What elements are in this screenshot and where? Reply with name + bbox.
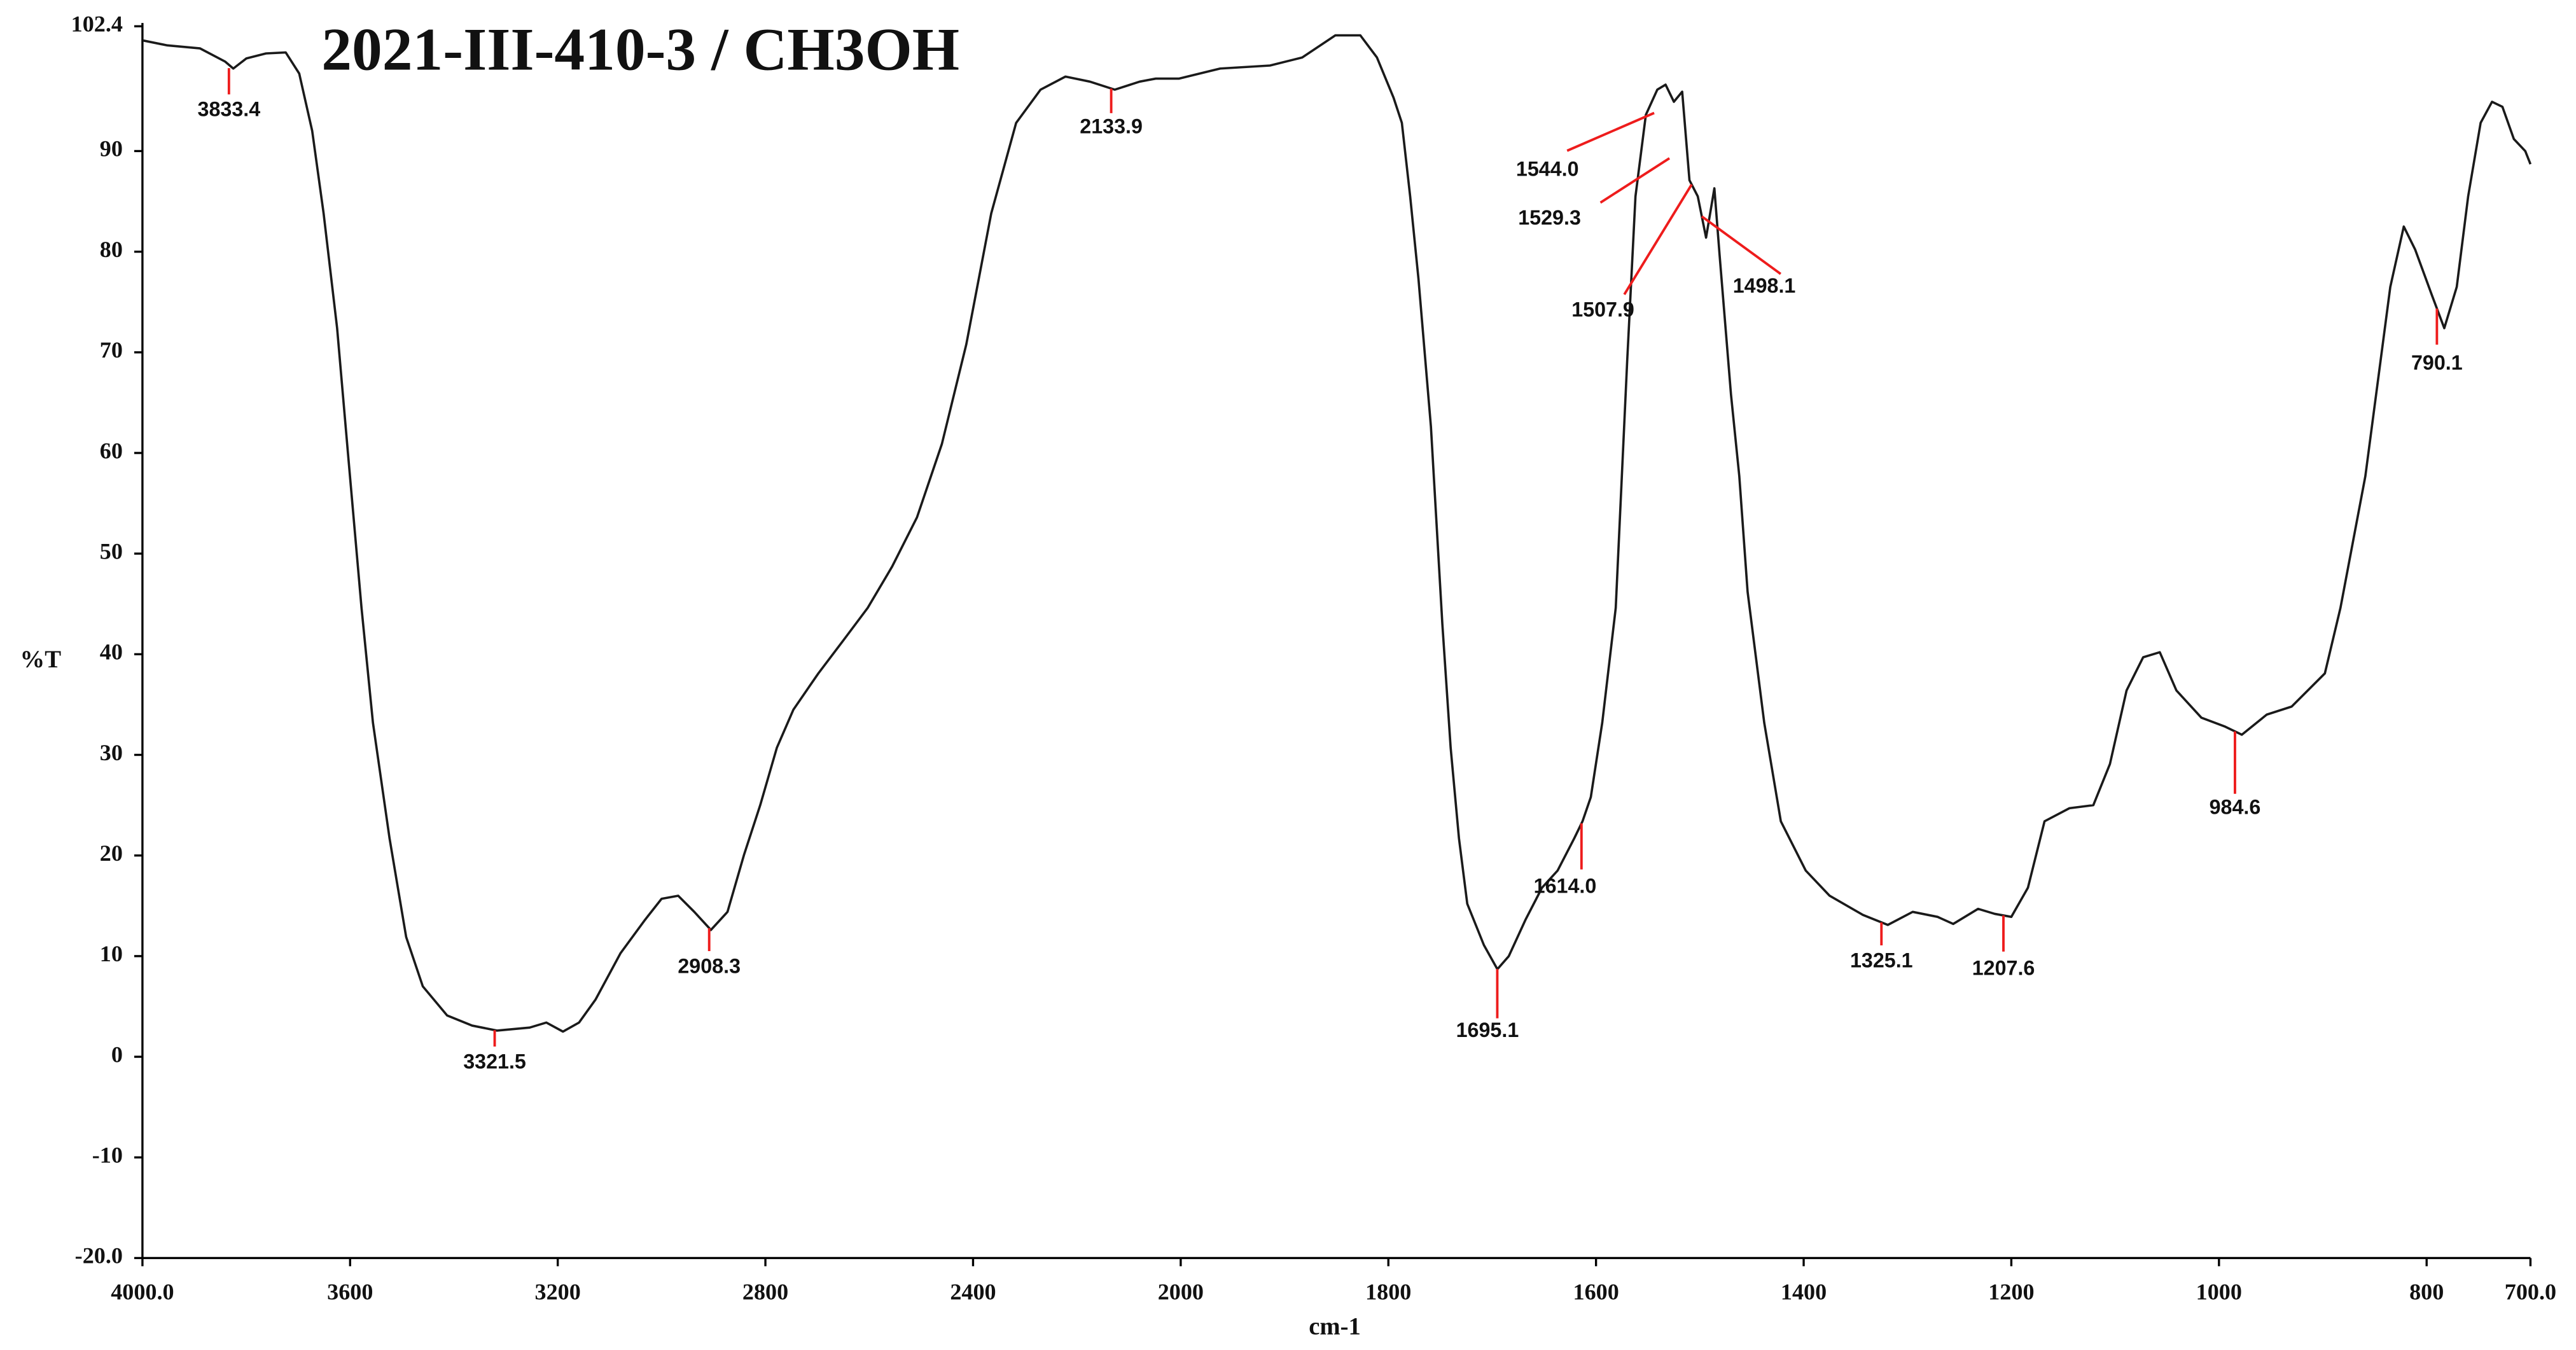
- peak-marker: [1701, 215, 1781, 275]
- peak-label: 1614.0: [1534, 874, 1597, 897]
- y-tick-label: 40: [100, 639, 123, 665]
- y-tick-label: 10: [100, 941, 123, 966]
- x-tick-label: 2400: [950, 1279, 996, 1305]
- peak-label: 1544.0: [1516, 157, 1579, 180]
- y-tick-label: -10: [92, 1143, 123, 1168]
- peak-label: 1498.1: [1733, 274, 1796, 297]
- y-axis-title: %T: [20, 646, 62, 673]
- peak-marker: [1599, 157, 1671, 204]
- peak-label: 790.1: [2411, 351, 2463, 374]
- x-tick-label: 3200: [535, 1279, 581, 1305]
- x-tick-label: 1200: [1988, 1279, 2034, 1305]
- peak-label: 3833.4: [198, 98, 261, 121]
- chart-title: 2021-III-410-3 / CH3OH: [321, 16, 959, 83]
- peak-label: 2133.9: [1080, 115, 1143, 138]
- peak-label: 1507.9: [1571, 298, 1634, 321]
- peak-label: 984.6: [2210, 796, 2261, 819]
- peak-marker: [1623, 183, 1693, 295]
- x-tick-label: 1800: [1365, 1279, 1411, 1305]
- x-tick-label: 1000: [2196, 1279, 2242, 1305]
- peak-label: 2908.3: [678, 954, 741, 977]
- y-tick-label: -20.0: [75, 1243, 123, 1269]
- peak-label: 1695.1: [1456, 1019, 1519, 1041]
- y-tick-label: 30: [100, 740, 123, 765]
- spectrum-line: [142, 34, 2532, 1033]
- peak-label: 1325.1: [1850, 949, 1913, 971]
- x-tick-label: 2000: [1158, 1279, 1204, 1305]
- peak-label: 3321.5: [463, 1050, 526, 1073]
- y-tick-label: 50: [100, 538, 123, 564]
- peak-label: 1529.3: [1518, 206, 1581, 229]
- y-tick-label: 102.4: [71, 11, 123, 37]
- x-tick-label: 700.0: [2505, 1279, 2556, 1305]
- x-tick-label: 1600: [1573, 1279, 1619, 1305]
- y-tick-label: 20: [100, 840, 123, 866]
- x-tick-label: 800: [2409, 1279, 2444, 1305]
- peak-marker: [1566, 111, 1655, 152]
- x-tick-label: 3600: [327, 1279, 373, 1305]
- y-tick-label: 70: [100, 337, 123, 363]
- x-axis-title: cm-1: [1309, 1312, 1361, 1340]
- y-tick-label: 80: [100, 237, 123, 262]
- y-tick-label: 60: [100, 438, 123, 463]
- y-tick-label: 0: [111, 1041, 123, 1067]
- x-tick-label: 1400: [1781, 1279, 1827, 1305]
- peak-label: 1207.6: [1972, 957, 2035, 980]
- x-tick-label: 2800: [742, 1279, 788, 1305]
- y-tick-label: 90: [100, 136, 123, 162]
- x-tick-label: 4000.0: [111, 1279, 174, 1305]
